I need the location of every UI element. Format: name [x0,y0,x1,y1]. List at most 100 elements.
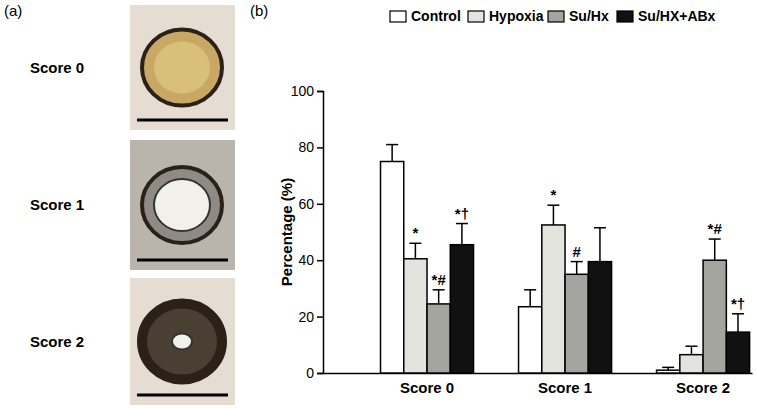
error-bar [547,205,559,225]
vessel-wall [142,167,222,243]
vessel-lumen [154,179,210,231]
y-tick-mark [317,260,323,262]
error-bar-stem [714,239,716,260]
x-axis: Score 0 Score 1 Score 2 [324,373,753,396]
error-bar-stem [737,314,739,332]
error-bar-stem [529,290,531,307]
y-tick: 0 [306,365,323,381]
y-tick: 60 [298,196,323,212]
bar [542,225,565,373]
bar [427,304,450,373]
legend-item: Su/HX+ABx [617,8,716,24]
scale-bar [137,259,228,262]
error-bar [571,262,583,275]
legend-swatch [390,11,406,22]
x-tick: Score 2 [676,373,730,396]
error-bar [433,290,445,304]
vessel-wall [142,304,222,380]
y-tick: 20 [298,309,323,325]
error-bar [524,290,536,307]
significance-marker: * [551,186,557,203]
bar [703,260,726,373]
bar [588,262,611,373]
bar [450,245,473,373]
score-label: Score 2 [30,333,84,350]
figure: (a) Score 0 Score 1 Score 2 (b) 0 20 40 60 80 100 P… [0,0,757,408]
y-tick-mark [317,91,323,93]
bar [381,162,404,374]
legend-label: Hypoxia [489,8,544,24]
bar [726,332,749,373]
error-bar-cap [709,238,721,240]
error-bar-cap [732,313,744,315]
error-bar [662,367,674,370]
score-label: Score 1 [30,196,84,213]
error-bar-cap [571,261,583,263]
y-axis-title: Percentage (%) [278,178,295,286]
micrograph-background [130,140,235,270]
legend-swatch [617,11,633,22]
y-tick-label: 40 [298,252,314,268]
error-bar-stem [553,205,555,225]
y-tick-label: 60 [298,196,314,212]
x-tick-label: Score 0 [400,379,454,396]
significance-marker: * [412,224,418,241]
legend: Control Hypoxia Su/Hx Su/HX+ABx [390,8,716,24]
error-bar-cap [456,223,468,225]
micrograph [130,5,235,130]
significance-marker: *# [708,220,723,237]
bar [565,274,588,373]
legend-swatch [468,11,484,22]
bar [519,307,542,373]
micrograph-background [130,5,235,130]
error-bar-stem [599,228,601,262]
error-bar [732,314,744,332]
significance-marker: *# [432,271,447,288]
micrograph [130,140,235,270]
y-tick: 100 [291,83,323,99]
y-tick-label: 100 [291,83,315,99]
micrograph [130,278,235,405]
error-bar [456,224,468,245]
legend-label: Control [411,8,461,24]
error-bar-cap [594,227,606,229]
legend-swatch [548,11,564,22]
error-bar [709,239,721,260]
vessel-wall [142,30,222,106]
y-tick-mark [317,316,323,318]
panel-label: (a) [4,2,22,19]
legend-item: Hypoxia [468,8,544,24]
error-bar [386,145,398,162]
annotations: ***##*#*†*† [412,186,745,312]
error-bar-cap [662,367,674,369]
legend-item: Control [390,8,461,24]
x-tick: Score 1 [538,373,592,396]
vessel-lumen [172,334,192,350]
scale-bar [137,119,228,122]
y-tick-mark [317,373,323,375]
y-tick-mark [317,204,323,206]
significance-marker: *† [455,205,469,222]
legend-label: Su/Hx [569,8,609,24]
error-bar [594,228,606,262]
plot-area [381,145,750,373]
error-bar [409,243,421,259]
y-tick-label: 0 [306,365,314,381]
error-bar-stem [461,224,463,245]
panel-label: (b) [250,2,268,19]
error-bar-cap [433,289,445,291]
bar [680,355,703,373]
x-tick-label: Score 2 [676,379,730,396]
bar [657,370,680,373]
error-bar-cap [685,345,697,347]
error-bar [685,346,697,354]
x-tick: Score 0 [400,373,454,396]
y-tick: 40 [298,252,323,268]
y-tick-mark [317,147,323,149]
error-bar-stem [391,145,393,162]
error-bar-cap [547,204,559,206]
error-bar-cap [524,289,536,291]
legend-label: Su/HX+ABx [638,8,716,24]
y-tick: 80 [298,139,323,155]
error-bar-stem [415,243,417,259]
